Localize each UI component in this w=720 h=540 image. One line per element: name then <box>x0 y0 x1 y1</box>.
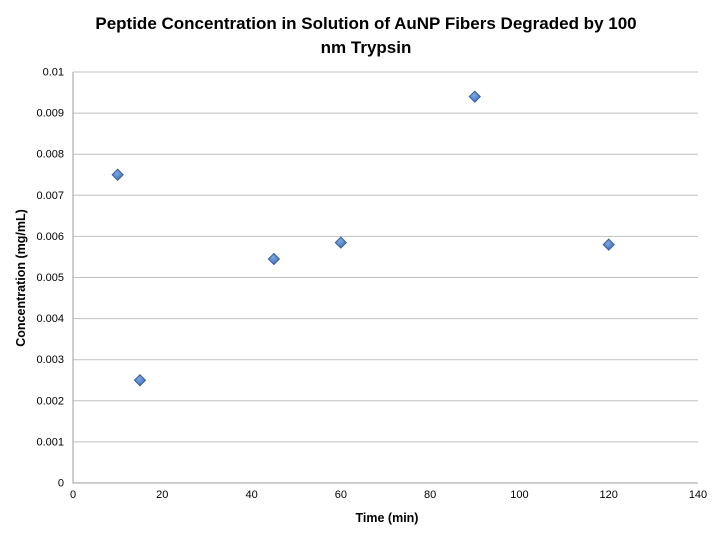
x-tick-label: 120 <box>600 489 618 501</box>
x-tick-label: 0 <box>70 489 76 501</box>
x-tick-label: 40 <box>245 489 257 501</box>
data-point-layer <box>111 90 615 387</box>
y-tick-label: 0.001 <box>36 436 64 448</box>
chart-title-line-1: Peptide Concentration in Solution of AuN… <box>95 14 636 33</box>
tick-label-layer: 0 0.001 0.002 0.003 0.004 0.005 0.006 0.007 0.00… <box>36 67 707 502</box>
chart-title-line-2: nm Trypsin <box>321 38 412 57</box>
y-tick-label: 0 <box>58 478 64 490</box>
x-tick-label: 60 <box>335 489 347 501</box>
y-tick-label: 0.01 <box>43 67 64 79</box>
axis-layer <box>72 72 698 484</box>
y-tick-label: 0.004 <box>36 313 64 325</box>
data-point-marker <box>133 374 147 387</box>
y-tick-label: 0.006 <box>36 231 64 243</box>
y-tick-label: 0.008 <box>36 149 64 161</box>
y-tick-label: 0.003 <box>36 354 64 366</box>
gridline-layer <box>73 71 698 443</box>
data-point-marker <box>111 168 124 181</box>
x-tick-label: 140 <box>689 489 707 501</box>
x-tick-label: 100 <box>510 489 528 501</box>
y-axis-title: Concentration (mg/mL) <box>14 209 28 347</box>
y-tick-label: 0.002 <box>36 395 64 407</box>
y-tick-label: 0.007 <box>36 190 64 202</box>
data-point-marker <box>468 90 481 103</box>
y-tick-label: 0.009 <box>36 108 64 120</box>
x-tick-label: 80 <box>424 489 436 501</box>
x-tick-label: 20 <box>156 489 168 501</box>
data-point-marker <box>267 252 281 266</box>
data-point-marker <box>602 238 615 251</box>
y-tick-label: 0.005 <box>36 272 64 284</box>
data-point-marker <box>334 236 348 249</box>
x-axis-title: Time (min) <box>356 511 419 525</box>
